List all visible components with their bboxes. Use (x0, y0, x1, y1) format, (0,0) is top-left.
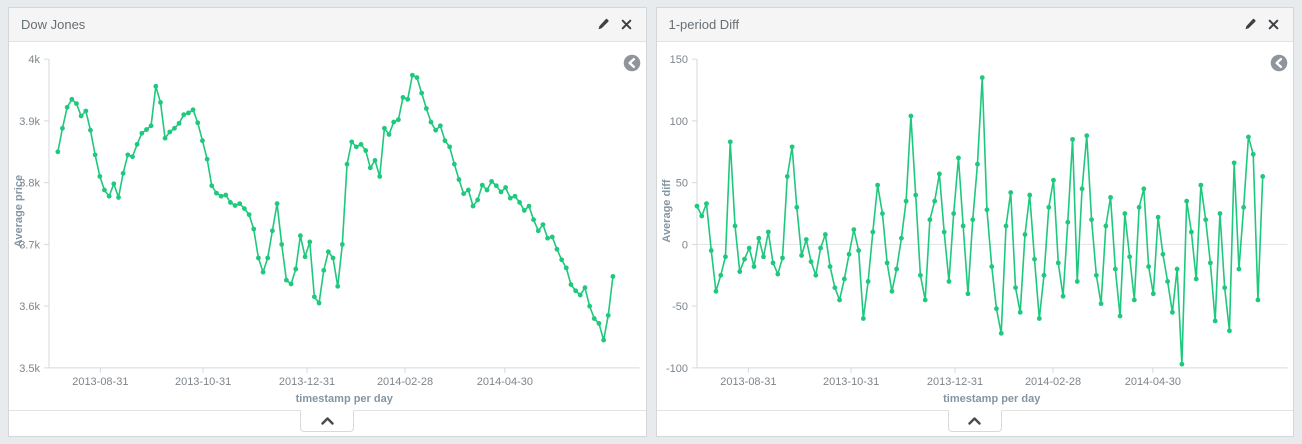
panel-header: Dow Jones (9, 8, 646, 42)
chart-area: 150 100 50 0 -50 -100 2013-08-31 2013-10-31 2013… (657, 42, 1294, 410)
panel-footer (656, 410, 1293, 436)
svg-text:50: 50 (675, 178, 687, 190)
svg-text:2014-04-30: 2014-04-30 (1124, 376, 1180, 388)
svg-text:3.5k: 3.5k (19, 363, 40, 375)
svg-text:3.9k: 3.9k (19, 116, 40, 128)
svg-text:2013-08-31: 2013-08-31 (720, 376, 776, 388)
panel-dow-jones: Dow Jones 4k 3.9k 3.8k 3.7k 3.6k 3.5k 2013-08-… (8, 7, 647, 437)
collapse-chevron-button[interactable] (300, 410, 355, 432)
svg-text:3.8k: 3.8k (19, 178, 40, 190)
edit-pencil-icon[interactable] (1242, 17, 1257, 32)
svg-text:2014-04-30: 2014-04-30 (477, 376, 533, 388)
svg-text:2013-10-31: 2013-10-31 (822, 376, 878, 388)
chevron-up-icon (321, 417, 334, 425)
svg-text:2013-12-31: 2013-12-31 (926, 376, 982, 388)
back-circle-icon[interactable] (623, 54, 641, 72)
svg-text:0: 0 (681, 239, 687, 251)
svg-text:3.7k: 3.7k (19, 239, 40, 251)
chart-canvas-dow-jones[interactable]: 4k 3.9k 3.8k 3.7k 3.6k 3.5k 2013-08-31 2013-10-… (9, 42, 646, 410)
svg-text:4k: 4k (28, 54, 40, 66)
panel-title: Dow Jones (21, 17, 86, 32)
panel-actions (1242, 17, 1281, 32)
svg-text:-50: -50 (672, 301, 688, 313)
close-icon[interactable] (1266, 17, 1281, 32)
svg-text:2013-10-31: 2013-10-31 (175, 376, 231, 388)
svg-text:150: 150 (669, 54, 687, 66)
svg-text:-100: -100 (665, 363, 687, 375)
chevron-up-icon (968, 417, 981, 425)
svg-text:100: 100 (669, 116, 687, 128)
svg-text:2013-12-31: 2013-12-31 (279, 376, 335, 388)
panel-header: 1-period Diff (656, 8, 1293, 42)
svg-text:2014-02-28: 2014-02-28 (1024, 376, 1080, 388)
back-circle-icon[interactable] (1270, 54, 1288, 72)
panel-actions (595, 17, 634, 32)
edit-pencil-icon[interactable] (595, 17, 610, 32)
svg-text:3.6k: 3.6k (19, 301, 40, 313)
chart-area: 4k 3.9k 3.8k 3.7k 3.6k 3.5k 2013-08-31 2013-10-… (9, 42, 646, 410)
close-icon[interactable] (619, 17, 634, 32)
collapse-chevron-button[interactable] (947, 410, 1002, 432)
panel-title: 1-period Diff (668, 17, 740, 32)
svg-text:2013-08-31: 2013-08-31 (72, 376, 128, 388)
chart-canvas-1-period-diff[interactable]: 150 100 50 0 -50 -100 2013-08-31 2013-10-31 2013… (657, 42, 1294, 410)
svg-text:2014-02-28: 2014-02-28 (377, 376, 433, 388)
panel-1-period-diff: 1-period Diff 150 100 50 0 -50 -100 2013-08-31… (655, 7, 1294, 437)
panel-footer (9, 410, 646, 436)
